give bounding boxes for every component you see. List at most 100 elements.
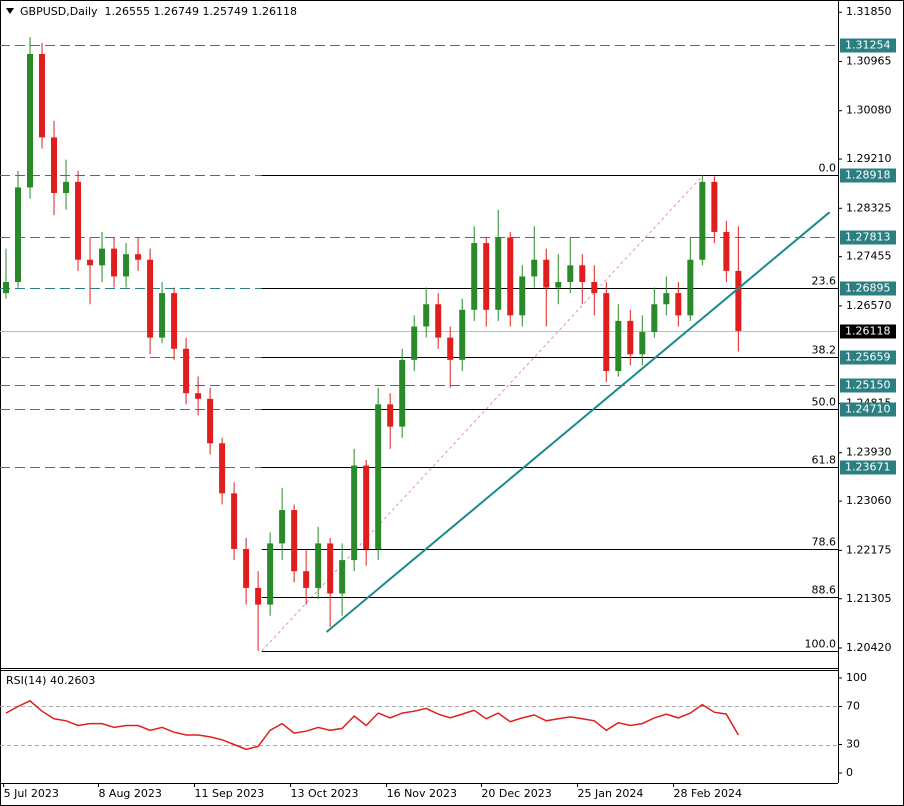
level-label: 1.23671 bbox=[845, 461, 891, 474]
level-box bbox=[840, 402, 896, 417]
rsi-line bbox=[5, 699, 740, 751]
candle-body bbox=[675, 293, 682, 316]
candle-body bbox=[663, 293, 670, 305]
candle-body bbox=[387, 404, 394, 427]
candle-body bbox=[699, 181, 706, 260]
fib-label: 23.6 bbox=[812, 275, 837, 288]
y-tick-label: 1.29210 bbox=[846, 152, 892, 165]
price-box bbox=[840, 324, 896, 339]
candle-body bbox=[291, 510, 298, 572]
candle-body bbox=[543, 259, 550, 288]
rsi-tick-label: 70 bbox=[846, 699, 860, 712]
y-tick-label: 1.21305 bbox=[846, 592, 892, 605]
level-label: 1.24710 bbox=[845, 403, 891, 416]
candle-body bbox=[3, 281, 10, 294]
candle-body bbox=[15, 187, 22, 282]
fib-label: 100.0 bbox=[805, 638, 837, 651]
y-tick-label: 1.23060 bbox=[846, 494, 892, 507]
y-tick-label: 1.22175 bbox=[846, 543, 892, 556]
level-label: 1.25659 bbox=[845, 351, 891, 364]
y-tick-label: 1.31850 bbox=[846, 5, 892, 18]
fib-label: 38.2 bbox=[812, 344, 837, 357]
candle-body bbox=[579, 265, 586, 282]
fib-anchor bbox=[261, 174, 704, 652]
level-box bbox=[840, 168, 896, 183]
x-tick-label: 13 Oct 2023 bbox=[291, 787, 359, 800]
y-tick-label: 1.30965 bbox=[846, 54, 892, 67]
candle-body bbox=[447, 337, 454, 360]
candle-body bbox=[123, 254, 130, 277]
y-tick-label: 1.30080 bbox=[846, 104, 892, 117]
rsi-tick-label: 30 bbox=[846, 738, 860, 751]
candle-body bbox=[147, 259, 154, 338]
y-tick-label: 1.26570 bbox=[846, 299, 892, 312]
candle-body bbox=[375, 404, 382, 549]
x-tick-label: 28 Feb 2024 bbox=[674, 787, 742, 800]
candle-body bbox=[687, 259, 694, 316]
candle-body bbox=[207, 398, 214, 444]
level-box bbox=[840, 378, 896, 393]
level-box bbox=[840, 38, 896, 53]
candle-body bbox=[183, 348, 190, 394]
candle-body bbox=[363, 465, 370, 549]
candle-body bbox=[51, 137, 58, 194]
candle-body bbox=[627, 320, 634, 355]
candle-body bbox=[495, 237, 502, 310]
candle-body bbox=[639, 332, 646, 355]
candle-body bbox=[159, 293, 166, 338]
candle-body bbox=[195, 393, 202, 399]
candle-body bbox=[39, 53, 46, 138]
y-tick-label: 1.28325 bbox=[846, 201, 892, 214]
candle-body bbox=[171, 293, 178, 349]
candle-body bbox=[519, 276, 526, 316]
level-label: 1.31254 bbox=[845, 39, 891, 52]
level-label: 1.27813 bbox=[845, 231, 891, 244]
candle-body bbox=[603, 293, 610, 371]
candle-body bbox=[423, 304, 430, 327]
candle-body bbox=[459, 309, 466, 360]
chart-title: GBPUSD,Daily 1.26555 1.26749 1.25749 1.2… bbox=[20, 5, 297, 18]
candle-body bbox=[615, 320, 622, 371]
trendline bbox=[325, 211, 831, 633]
candle-body bbox=[99, 248, 106, 266]
candle-body bbox=[27, 53, 34, 188]
candle-body bbox=[267, 543, 274, 605]
candle-body bbox=[75, 181, 82, 260]
fib-label: 61.8 bbox=[812, 454, 837, 467]
level-box bbox=[840, 350, 896, 365]
level-label: 1.26895 bbox=[845, 282, 891, 295]
x-tick-label: 11 Sep 2023 bbox=[194, 787, 264, 800]
candle-body bbox=[399, 359, 406, 427]
x-tick-label: 20 Dec 2023 bbox=[481, 787, 551, 800]
candle-body bbox=[63, 181, 70, 194]
candle-body bbox=[339, 560, 346, 594]
rsi-label: RSI(14) 40.2603 bbox=[6, 674, 95, 687]
candle-body bbox=[135, 254, 142, 260]
level-label: 1.25150 bbox=[845, 379, 891, 392]
candle-body bbox=[87, 259, 94, 266]
candle-body bbox=[483, 243, 490, 310]
candle-body bbox=[507, 237, 514, 316]
candle-body bbox=[111, 248, 118, 277]
x-tick-label: 5 Jul 2023 bbox=[4, 787, 59, 800]
candle-body bbox=[315, 543, 322, 588]
level-box bbox=[840, 230, 896, 245]
candle-body bbox=[651, 304, 658, 333]
candle-body bbox=[531, 259, 538, 277]
candle-body bbox=[219, 443, 226, 494]
price-label: 1.26118 bbox=[845, 325, 891, 338]
fib-label: 78.6 bbox=[812, 536, 837, 549]
fib-label: 50.0 bbox=[812, 396, 837, 409]
level-box bbox=[840, 281, 896, 296]
candle-body bbox=[303, 571, 310, 588]
y-tick-label: 1.27455 bbox=[846, 250, 892, 263]
rsi-tick-label: 0 bbox=[846, 766, 853, 779]
candle-body bbox=[471, 243, 478, 310]
candle-body bbox=[435, 304, 442, 338]
level-label: 1.28918 bbox=[845, 169, 891, 182]
menu-icon[interactable] bbox=[6, 8, 14, 14]
candle-body bbox=[711, 181, 718, 232]
candle-body bbox=[567, 265, 574, 282]
